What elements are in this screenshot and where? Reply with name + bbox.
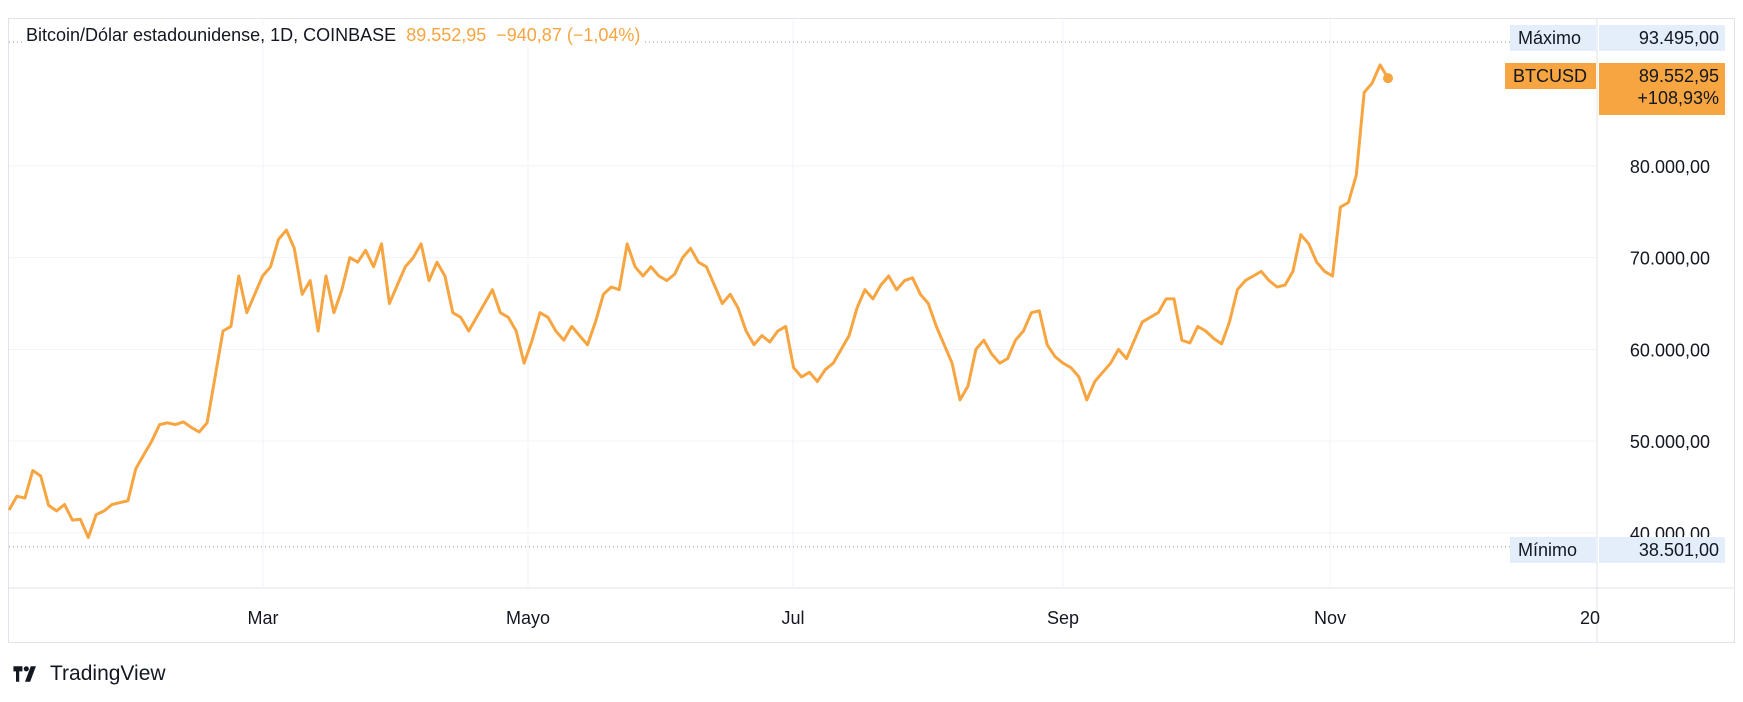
max-value: 93.495,00 (1599, 25, 1725, 51)
max-label: Máximo (1510, 25, 1596, 51)
last-change-pct: +108,93% (1637, 88, 1719, 108)
y-tick-label: 80.000,00 (1630, 157, 1710, 177)
brand-name: TradingView (50, 662, 166, 685)
last-price: 89.552,95 (406, 25, 487, 45)
chart-legend: Bitcoin/Dólar estadounidense, 1D, COINBA… (24, 25, 643, 46)
last-value: 89.552,95 (1638, 66, 1719, 86)
y-tick-label: 50.000,00 (1630, 432, 1710, 452)
x-tick-label: Nov (1314, 608, 1346, 628)
x-tick-label: 20 (1580, 608, 1600, 628)
last-value-badge: 89.552,95 +108,93% (1599, 63, 1725, 115)
last-price-dot (1383, 73, 1393, 84)
chart-frame (8, 18, 1735, 643)
y-tick-label: 60.000,00 (1630, 340, 1710, 360)
tradingview-logo-icon (13, 666, 36, 682)
tradingview-brand[interactable]: TradingView (8, 662, 166, 686)
y-tick-label: 70.000,00 (1630, 249, 1710, 269)
symbol-description: Bitcoin/Dólar estadounidense, 1D, COINBA… (26, 25, 397, 45)
ticker-badge: BTCUSD (1505, 63, 1596, 89)
price-change: −940,87 (−1,04%) (496, 25, 641, 45)
min-value: 38.501,00 (1599, 537, 1725, 563)
min-label: Mínimo (1510, 537, 1596, 563)
price-line (7, 63, 1390, 539)
x-tick-label: Sep (1047, 608, 1079, 628)
x-tick-label: Jul (781, 608, 804, 628)
x-tick-label: Mayo (506, 608, 550, 628)
x-tick-label: Mar (248, 608, 279, 628)
